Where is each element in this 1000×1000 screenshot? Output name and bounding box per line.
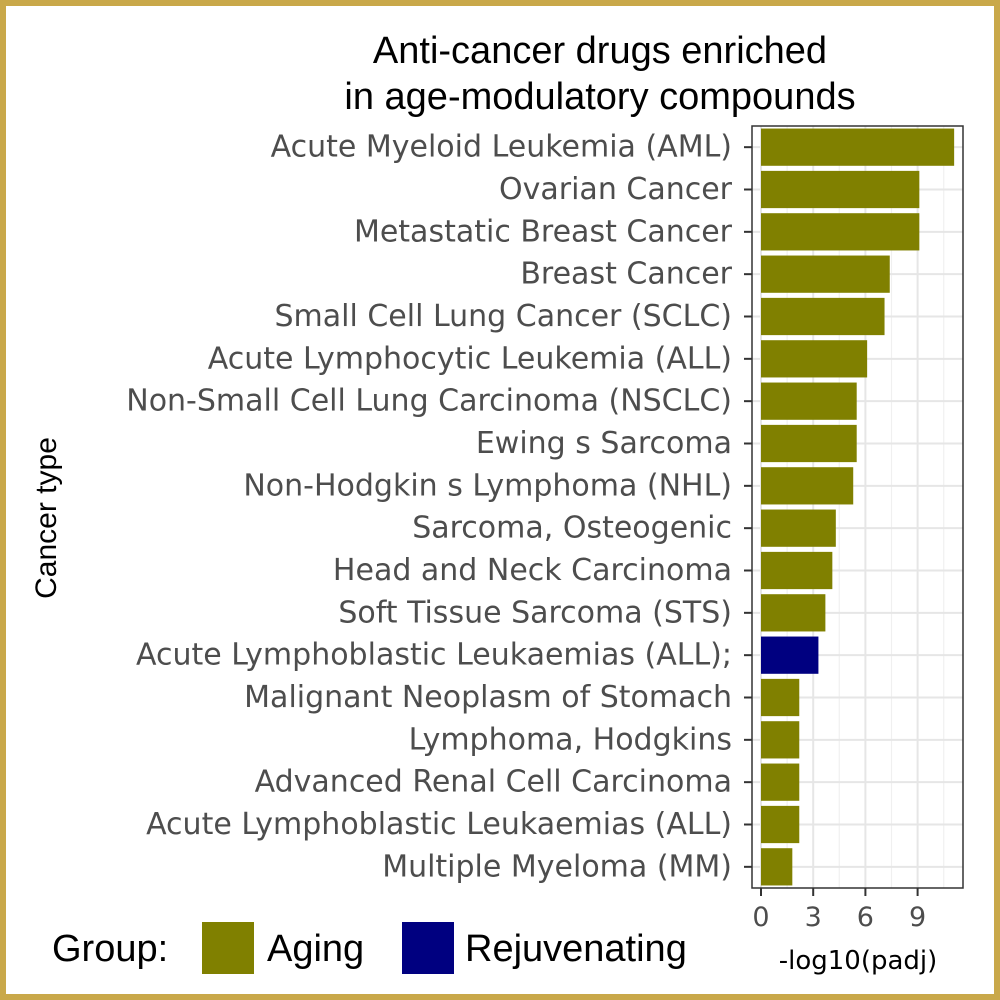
y-tick-label: Breast Cancer	[520, 257, 732, 292]
legend-label-aging: Aging	[267, 928, 365, 970]
bar	[761, 213, 920, 251]
y-tick-label: Sarcoma, Osteogenic	[412, 511, 732, 546]
y-tick-label: Malignant Neoplasm of Stomach	[244, 680, 732, 715]
y-tick-label: Advanced Renal Cell Carcinoma	[255, 765, 732, 800]
y-tick-label: Metastatic Breast Cancer	[354, 214, 733, 249]
bar	[761, 763, 800, 801]
y-tick-label: Acute Lymphoblastic Leukaemias (ALL);	[136, 638, 732, 673]
bar	[761, 255, 890, 293]
chart-title-line-2: in age-modulatory compounds	[344, 76, 856, 118]
bar	[761, 170, 920, 209]
bar	[761, 382, 857, 420]
bar	[761, 467, 854, 505]
chart-title-line-1: Anti-cancer drugs enriched	[372, 30, 828, 72]
y-tick-label: Acute Lymphoblastic Leukaemias (ALL)	[146, 807, 732, 842]
legend-swatch-aging	[202, 922, 254, 974]
bar	[761, 678, 800, 717]
y-tick-label: Ewing s Sarcoma	[476, 426, 732, 461]
bar	[761, 805, 800, 844]
y-tick-label: Acute Lymphocytic Leukemia (ALL)	[208, 341, 732, 376]
bar	[761, 509, 836, 547]
bar	[761, 128, 955, 166]
x-tick-label: 9	[909, 902, 926, 933]
bar	[761, 340, 868, 378]
legend-label-rejuvenating: Rejuvenating	[465, 928, 687, 970]
legend-title: Group:	[52, 928, 169, 970]
bar	[761, 424, 857, 463]
bar	[761, 721, 800, 759]
legend-swatch-rejuvenating	[402, 922, 454, 974]
y-tick-label: Non-Small Cell Lung Carcinoma (NSCLC)	[126, 384, 732, 419]
y-tick-label: Acute Myeloid Leukemia (AML)	[271, 130, 732, 165]
x-axis-label: -log10(padj)	[778, 946, 938, 976]
y-tick-label: Ovarian Cancer	[499, 172, 733, 207]
panel-border	[751, 125, 964, 889]
y-tick-label: Multiple Myeloma (MM)	[382, 849, 732, 884]
x-tick-label: 0	[752, 902, 769, 933]
y-tick-label: Soft Tissue Sarcoma (STS)	[338, 595, 732, 630]
bar	[761, 594, 826, 632]
bar	[761, 848, 793, 886]
x-tick-label: 3	[805, 902, 822, 933]
x-tick-label: 6	[857, 902, 874, 933]
y-tick-label: Lymphoma, Hodgkins	[409, 722, 732, 757]
bar	[761, 297, 885, 336]
y-tick-label: Non-Hodgkin s Lymphoma (NHL)	[243, 468, 732, 503]
y-tick-label: Head and Neck Carcinoma	[333, 553, 732, 588]
bar	[761, 551, 833, 590]
y-axis-label: Cancer type	[30, 437, 63, 599]
bar	[761, 636, 819, 674]
y-tick-label: Small Cell Lung Cancer (SCLC)	[275, 299, 733, 334]
